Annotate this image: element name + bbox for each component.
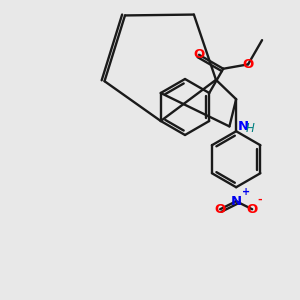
Text: +: + <box>242 187 250 197</box>
Text: -: - <box>258 195 262 205</box>
Text: O: O <box>214 203 226 216</box>
Text: N: N <box>231 195 242 208</box>
Text: H: H <box>246 122 255 135</box>
Text: O: O <box>194 48 205 61</box>
Text: O: O <box>247 203 258 216</box>
Text: O: O <box>242 58 254 71</box>
Text: N: N <box>237 120 248 133</box>
